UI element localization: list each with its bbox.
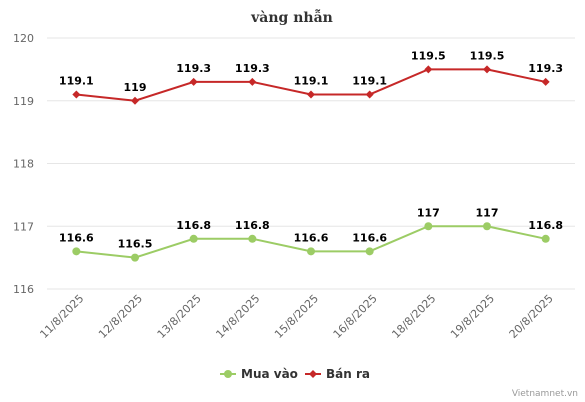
y-tick-label: 120 bbox=[13, 32, 34, 45]
data-label: 116.6 bbox=[294, 231, 329, 244]
chart-title: vàng nhẫn bbox=[250, 8, 333, 26]
legend-marker bbox=[309, 370, 317, 378]
credit-text: Vietnamnet.vn bbox=[512, 389, 578, 399]
data-label: 116.8 bbox=[528, 219, 563, 232]
series-ban-ra: 119.1 119 119.3 119.3 119.1 119.1 119.5 119.5 11… bbox=[59, 49, 563, 105]
data-label: 117 bbox=[417, 206, 440, 219]
data-label: 116.5 bbox=[118, 238, 153, 251]
y-tick-label: 116 bbox=[13, 283, 34, 296]
legend-label: Mua vào bbox=[241, 367, 298, 381]
data-label: 119.3 bbox=[528, 62, 563, 75]
legend-label: Bán ra bbox=[326, 367, 370, 381]
x-tick-label: 12/8/2025 bbox=[96, 292, 145, 341]
y-tick-label: 118 bbox=[13, 158, 34, 171]
data-label: 116.6 bbox=[352, 231, 387, 244]
x-tick-label: 15/8/2025 bbox=[272, 292, 321, 341]
data-point[interactable] bbox=[483, 222, 491, 231]
x-tick-label: 13/8/2025 bbox=[155, 292, 204, 341]
data-point[interactable] bbox=[189, 234, 198, 243]
x-tick-label: 11/8/2025 bbox=[37, 292, 86, 341]
x-tick-label: 16/8/2025 bbox=[331, 292, 380, 341]
x-tick-label: 14/8/2025 bbox=[213, 292, 262, 341]
data-label: 119.5 bbox=[470, 49, 505, 62]
data-point[interactable] bbox=[424, 65, 433, 74]
data-point[interactable] bbox=[72, 247, 81, 256]
data-point[interactable] bbox=[365, 90, 374, 99]
data-label: 119.1 bbox=[294, 74, 329, 87]
data-point[interactable] bbox=[424, 222, 433, 231]
legend-marker bbox=[224, 370, 232, 378]
data-point[interactable] bbox=[483, 65, 491, 74]
y-tick-label: 117 bbox=[13, 220, 34, 233]
series-mua-vao: 116.6 116.5 116.8 116.8 116.6 116.6 117 117 116.… bbox=[59, 206, 563, 262]
x-tick-label: 19/8/2025 bbox=[448, 292, 497, 341]
x-tick-label: 20/8/2025 bbox=[507, 292, 556, 341]
data-point[interactable] bbox=[248, 77, 257, 86]
legend[interactable]: Mua vào Bán ra bbox=[220, 367, 370, 381]
y-tick-label: 119 bbox=[13, 95, 34, 108]
data-point[interactable] bbox=[131, 253, 139, 262]
data-point[interactable] bbox=[131, 96, 139, 105]
data-point[interactable] bbox=[307, 247, 315, 256]
data-label: 116.8 bbox=[235, 219, 270, 232]
data-label: 116.8 bbox=[176, 219, 211, 232]
data-point[interactable] bbox=[541, 234, 550, 243]
data-label: 119.3 bbox=[176, 62, 211, 75]
data-point[interactable] bbox=[307, 90, 315, 99]
x-tick-label: 18/8/2025 bbox=[389, 292, 438, 341]
series-group: 116.6 116.5 116.8 116.8 116.6 116.6 117 117 116.… bbox=[59, 49, 563, 262]
data-label: 119.3 bbox=[235, 62, 270, 75]
data-label: 119.1 bbox=[352, 74, 387, 87]
data-label: 119.5 bbox=[411, 49, 446, 62]
data-point[interactable] bbox=[248, 234, 257, 243]
data-label: 117 bbox=[476, 206, 499, 219]
data-label: 116.6 bbox=[59, 231, 94, 244]
legend-item-ban-ra[interactable]: Bán ra bbox=[305, 367, 370, 381]
x-axis-ticks: 11/8/2025 12/8/2025 13/8/2025 14/8/2025 15/8… bbox=[37, 292, 555, 341]
data-point[interactable] bbox=[189, 77, 198, 86]
data-point[interactable] bbox=[72, 90, 81, 99]
legend-item-mua-vao[interactable]: Mua vào bbox=[220, 367, 298, 381]
data-point[interactable] bbox=[365, 247, 374, 256]
data-point[interactable] bbox=[541, 77, 550, 86]
data-label: 119.1 bbox=[59, 74, 94, 87]
y-axis-ticks: 116 117 118 119 120 bbox=[13, 32, 34, 296]
data-label: 119 bbox=[124, 81, 147, 94]
